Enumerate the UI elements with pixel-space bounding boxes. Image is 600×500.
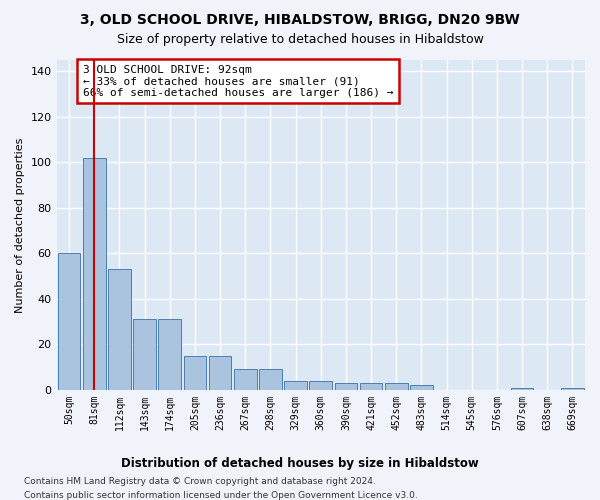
Bar: [184, 356, 206, 390]
Bar: [234, 370, 257, 390]
Y-axis label: Number of detached properties: Number of detached properties: [15, 138, 25, 312]
Bar: [108, 270, 131, 390]
Bar: [410, 386, 433, 390]
Bar: [284, 381, 307, 390]
Text: 3 OLD SCHOOL DRIVE: 92sqm
← 33% of detached houses are smaller (91)
66% of semi-: 3 OLD SCHOOL DRIVE: 92sqm ← 33% of detac…: [83, 64, 394, 98]
Text: 3, OLD SCHOOL DRIVE, HIBALDSTOW, BRIGG, DN20 9BW: 3, OLD SCHOOL DRIVE, HIBALDSTOW, BRIGG, …: [80, 12, 520, 26]
Bar: [360, 383, 382, 390]
Bar: [58, 254, 80, 390]
Bar: [83, 158, 106, 390]
Bar: [511, 388, 533, 390]
Bar: [310, 381, 332, 390]
Bar: [335, 383, 357, 390]
Text: Size of property relative to detached houses in Hibaldstow: Size of property relative to detached ho…: [116, 32, 484, 46]
Bar: [259, 370, 282, 390]
Bar: [158, 320, 181, 390]
Bar: [385, 383, 407, 390]
Text: Distribution of detached houses by size in Hibaldstow: Distribution of detached houses by size …: [121, 458, 479, 470]
Text: Contains public sector information licensed under the Open Government Licence v3: Contains public sector information licen…: [24, 491, 418, 500]
Text: Contains HM Land Registry data © Crown copyright and database right 2024.: Contains HM Land Registry data © Crown c…: [24, 478, 376, 486]
Bar: [209, 356, 232, 390]
Bar: [133, 320, 156, 390]
Bar: [561, 388, 584, 390]
